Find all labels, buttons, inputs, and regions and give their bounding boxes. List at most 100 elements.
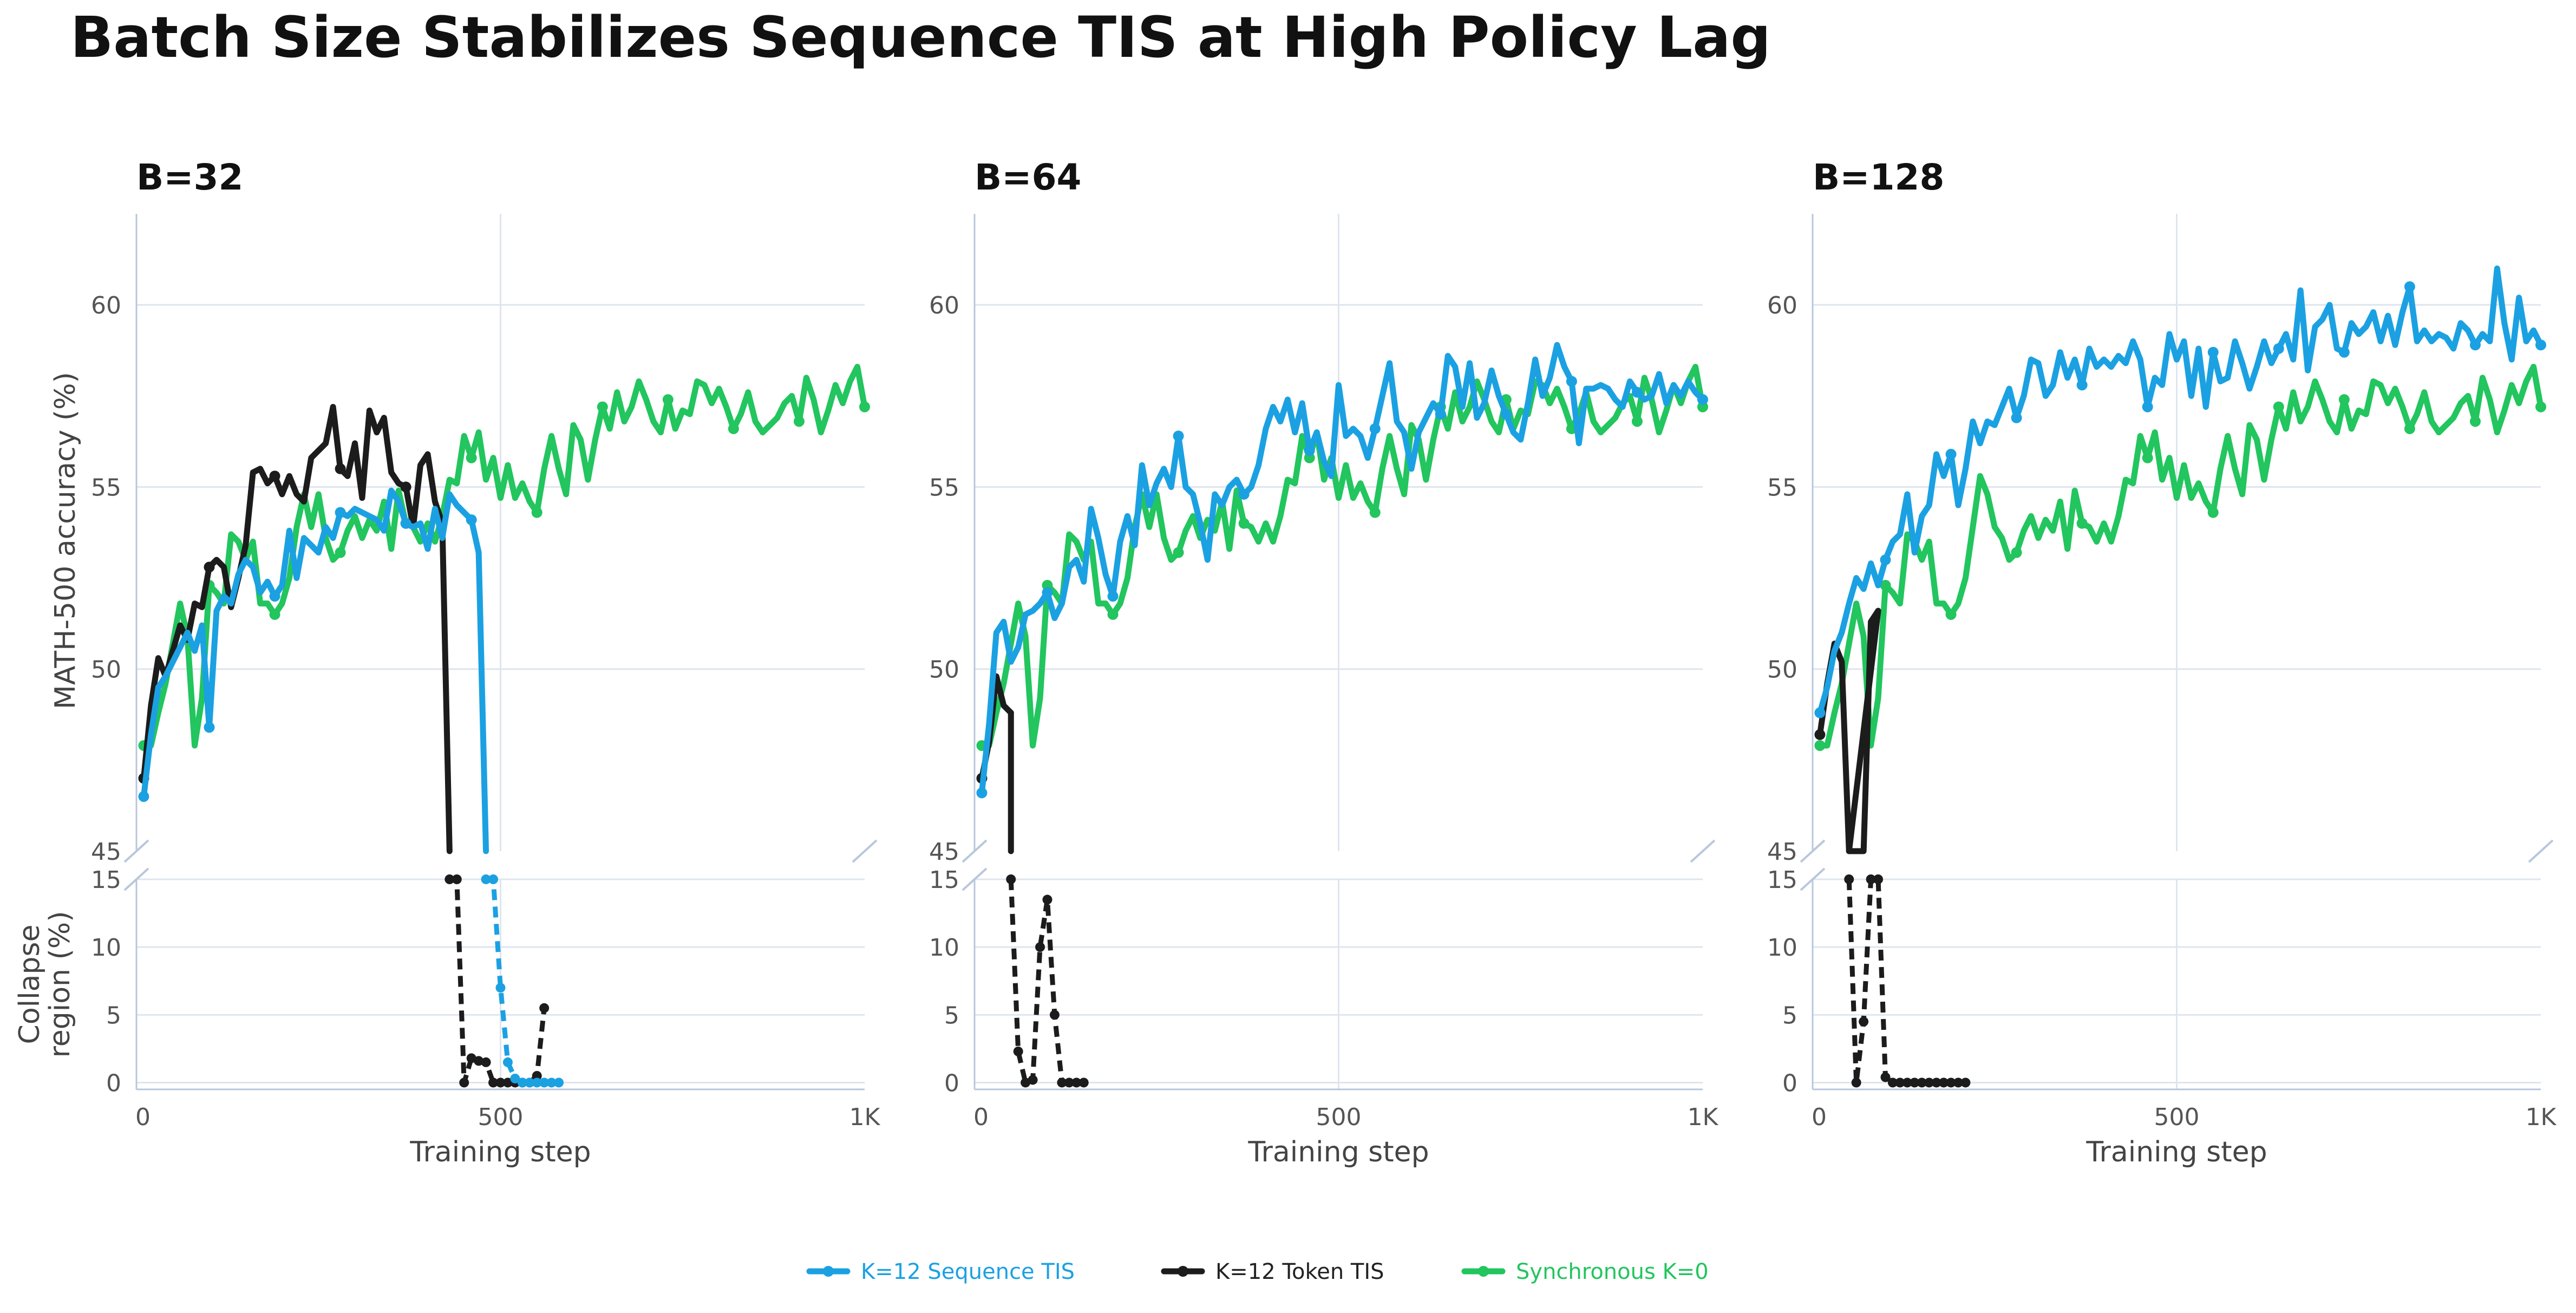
data-point: [335, 463, 346, 474]
axis-break-mark: [123, 867, 149, 891]
series-drop-line: [439, 520, 453, 854]
data-point: [204, 561, 215, 573]
collapse-point: [517, 1077, 527, 1088]
data-point: [1369, 423, 1381, 434]
y-tick-label: 5: [1782, 1002, 1797, 1029]
legend-label: K=12 Token TIS: [1215, 1259, 1384, 1284]
panel-title: B=32: [136, 156, 243, 198]
y-tick-label: 45: [91, 838, 121, 866]
y-tick-label: 5: [106, 1002, 121, 1029]
data-point: [2404, 423, 2415, 434]
collapse-point: [1880, 1072, 1891, 1082]
series-line: [1816, 363, 2544, 749]
collapse-point: [474, 1056, 484, 1066]
collapse-point: [1042, 894, 1052, 905]
data-point: [2142, 401, 2153, 413]
legend-marker: [823, 1266, 834, 1277]
panel-0: B=32 45 50 55 60 0 5 10 15 0 500 1K Training step MAT…: [14, 156, 881, 1168]
data-point: [466, 514, 477, 525]
data-point: [1304, 445, 1315, 456]
collapse-point: [539, 1077, 550, 1088]
data-point: [269, 471, 280, 482]
y-tick-label: 55: [929, 474, 959, 501]
series-k-12-sequence-tis: [1814, 265, 2546, 718]
data-point: [2273, 343, 2284, 354]
data-point: [2338, 394, 2350, 406]
collapse-point: [502, 1077, 513, 1088]
collapse-point: [1910, 1077, 1920, 1088]
data-point: [2469, 416, 2481, 427]
data-point: [1042, 587, 1053, 598]
collapse-point: [1859, 1016, 1869, 1027]
data-point: [1814, 707, 1826, 718]
y-axis-label: MATH-500 accuracy (%): [49, 372, 82, 709]
collapse-point: [1939, 1077, 1949, 1088]
legend: K=12 Sequence TIS K=12 Token TIS Synchrono…: [806, 1259, 1709, 1284]
collapse-point: [554, 1077, 564, 1088]
data-point: [1500, 408, 1512, 420]
collapse-point: [495, 983, 506, 993]
data-point: [1880, 554, 1891, 565]
collapse-point: [1028, 1075, 1038, 1085]
legend-item: K=12 Sequence TIS: [806, 1259, 1075, 1284]
collapse-point: [1064, 1077, 1074, 1088]
axis-break-mark: [852, 839, 878, 863]
data-point: [1173, 547, 1184, 558]
collapse-point: [1931, 1077, 1941, 1088]
y-tick-label: 10: [929, 934, 959, 962]
panel-2: B=128 45 50 55 60 0 5 10 15 0 500 1K Training step: [1767, 156, 2557, 1168]
collapse-point: [546, 1077, 557, 1088]
collapse-point: [1924, 1077, 1934, 1088]
axis-break-mark: [962, 839, 988, 863]
data-point: [2011, 412, 2022, 423]
y-tick-label: 60: [1767, 292, 1797, 319]
legend-item: K=12 Token TIS: [1161, 1259, 1384, 1284]
data-point: [1369, 507, 1381, 518]
collapse-point: [510, 1073, 520, 1083]
data-point: [466, 452, 477, 463]
series-drop-line: [475, 549, 489, 854]
collapse-point: [502, 1057, 513, 1067]
legend-label: Synchronous K=0: [1516, 1259, 1709, 1284]
y-tick-label: 55: [91, 474, 121, 501]
x-axis-label: Training step: [2085, 1136, 2267, 1168]
data-point: [2207, 347, 2219, 358]
collapse-point: [1851, 1077, 1861, 1088]
collapse-point: [1917, 1077, 1927, 1088]
series-k-12-token-tis: [1814, 607, 1971, 1088]
data-point: [1173, 430, 1184, 442]
y-tick-label: 60: [91, 292, 121, 319]
x-tick-label: 0: [973, 1103, 989, 1131]
axis-break-mark: [123, 839, 149, 863]
collapse-point: [1887, 1077, 1898, 1088]
y-tick-label: 10: [91, 934, 121, 962]
collapse-point: [1013, 1046, 1023, 1056]
collapse-point: [1895, 1077, 1905, 1088]
x-axis-label: Training step: [1247, 1136, 1429, 1168]
data-point: [2535, 339, 2546, 351]
y-tick-label: 15: [929, 866, 959, 894]
collapse-point: [539, 1003, 550, 1013]
y-tick-label: 15: [91, 866, 121, 894]
data-point: [2469, 339, 2481, 351]
x-tick-label: 0: [135, 1103, 151, 1131]
legend-label: K=12 Sequence TIS: [861, 1259, 1075, 1284]
data-point: [400, 481, 411, 493]
data-point: [1814, 729, 1826, 740]
collapse-point: [481, 1057, 491, 1067]
panel-1: B=64 45 50 55 60 0 5 10 15 0 500 1K Training step: [929, 156, 1719, 1168]
series-drop-line: [1846, 607, 1881, 854]
data-point: [1631, 387, 1643, 398]
x-tick-label: 500: [478, 1103, 524, 1131]
data-point: [204, 722, 215, 733]
y-tick-label: 50: [1767, 656, 1797, 684]
collapse-point: [495, 1077, 506, 1088]
x-tick-label: 500: [1316, 1103, 1362, 1131]
series-line: [1816, 265, 2544, 716]
x-tick-label: 1K: [1688, 1103, 1719, 1131]
x-axis-label: Training step: [409, 1136, 591, 1168]
collapse-point: [1873, 874, 1884, 884]
y-tick-label: 10: [1767, 934, 1797, 962]
y-tick-label: 5: [944, 1002, 959, 1029]
